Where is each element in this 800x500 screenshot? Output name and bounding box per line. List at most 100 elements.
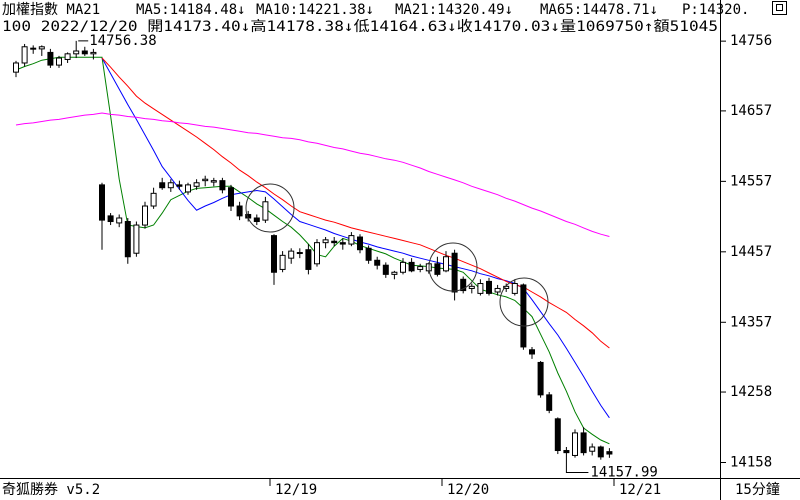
candle-body — [56, 57, 62, 66]
candle-body — [434, 263, 441, 275]
window-button[interactable] — [772, 1, 787, 15]
x-tick-label: 12/21 — [619, 482, 661, 498]
candle-body — [210, 180, 217, 183]
candle-body — [99, 184, 105, 221]
y-tick-label: 14557 — [730, 173, 772, 189]
low-label: 14157.99 — [590, 465, 657, 481]
candle-body — [331, 240, 338, 244]
candle-body — [253, 217, 260, 223]
candle-body — [546, 394, 553, 411]
candle-body — [296, 252, 303, 255]
ma-line — [15, 56, 610, 445]
candle-body — [142, 205, 148, 226]
candle-body — [357, 236, 363, 251]
x-tick-label: 12/19 — [275, 482, 317, 498]
candle-body — [391, 271, 398, 275]
candle-body — [339, 242, 346, 245]
candle-body — [30, 47, 37, 50]
candle-body — [348, 235, 355, 245]
period-label: 15分鐘 — [735, 481, 780, 498]
candle-body — [228, 187, 234, 207]
candle-body — [185, 184, 191, 193]
y-tick-label: 14258 — [730, 384, 772, 400]
candle-body — [529, 349, 535, 355]
legend-entry: MA5:14184.48↓ — [136, 2, 246, 18]
x-tick-label: 12/20 — [447, 482, 489, 498]
legend-entry: MA65:14478.71↓ — [540, 2, 658, 18]
candle-body — [443, 256, 449, 272]
y-tick-label: 14657 — [730, 103, 772, 119]
candle-body — [133, 224, 140, 254]
candle-body — [271, 235, 277, 273]
candle-body — [417, 266, 424, 270]
candle-body — [176, 184, 183, 187]
candle-body — [520, 284, 527, 348]
candle-body — [486, 280, 492, 294]
candle-body — [589, 446, 596, 452]
candle-body — [314, 242, 320, 265]
chart-title: 加權指數 MA21 — [2, 2, 100, 18]
app-name: 奇狐勝券 v5.2 — [2, 481, 100, 498]
candle-body — [193, 182, 200, 187]
candle-body — [236, 205, 243, 217]
candle-body — [374, 259, 381, 266]
y-tick-label: 14357 — [730, 314, 772, 330]
candle-body — [477, 283, 484, 294]
y-tick-label: 14457 — [730, 244, 772, 260]
candle-body — [597, 446, 604, 458]
candle-body — [90, 51, 97, 55]
candle-body — [460, 278, 467, 292]
candle-body — [451, 252, 458, 293]
y-tick-label: 14756 — [730, 33, 772, 49]
candle-body — [511, 283, 518, 294]
candle-body — [288, 250, 295, 259]
candle-body — [13, 62, 19, 73]
candle-body — [305, 249, 312, 270]
candle-body — [537, 361, 544, 396]
legend-entry: MA21:14320.49↓ — [395, 2, 513, 18]
candle-body — [382, 264, 389, 275]
candle-body — [159, 182, 166, 189]
candle-body — [47, 51, 54, 66]
low-pointer — [565, 462, 589, 474]
plot-area — [13, 40, 613, 463]
highlight-circle — [245, 183, 295, 233]
candle-body — [262, 201, 269, 221]
candle-body — [124, 221, 131, 258]
y-tick-label: 14158 — [730, 454, 772, 470]
candle-body — [468, 285, 475, 289]
ma-line — [15, 112, 610, 237]
candle-body — [408, 261, 415, 272]
candle-body — [150, 192, 157, 207]
candle-body — [38, 46, 45, 50]
candle-body — [606, 451, 613, 455]
legend-entry: MA10:14221.38↓ — [256, 2, 374, 18]
candle-body — [202, 178, 209, 182]
highlight-circle — [499, 277, 549, 327]
candle-body — [322, 239, 329, 244]
window-button-icon — [776, 4, 783, 11]
candle-body — [400, 261, 406, 273]
candle-body — [365, 247, 372, 261]
candle-body — [21, 46, 28, 64]
extra-indicator: P:14320. — [682, 2, 749, 18]
candle-body — [107, 215, 114, 223]
bar-info: 100 2022/12/20 開14173.40↓高14178.38↓低1416… — [2, 18, 718, 35]
highlight-circle — [428, 242, 478, 292]
candle-body — [572, 432, 578, 456]
candle-body — [563, 450, 570, 454]
candle-body — [64, 53, 71, 60]
candle-body — [494, 287, 501, 293]
candle-body — [116, 217, 123, 224]
candle-body — [279, 254, 286, 270]
candle-body — [580, 432, 587, 454]
candle-body — [167, 182, 174, 189]
candle-body — [81, 50, 88, 55]
candle-body — [554, 418, 561, 452]
candle-body — [219, 180, 226, 191]
high-label: 14756.38 — [89, 33, 156, 49]
candle-body — [73, 50, 80, 55]
